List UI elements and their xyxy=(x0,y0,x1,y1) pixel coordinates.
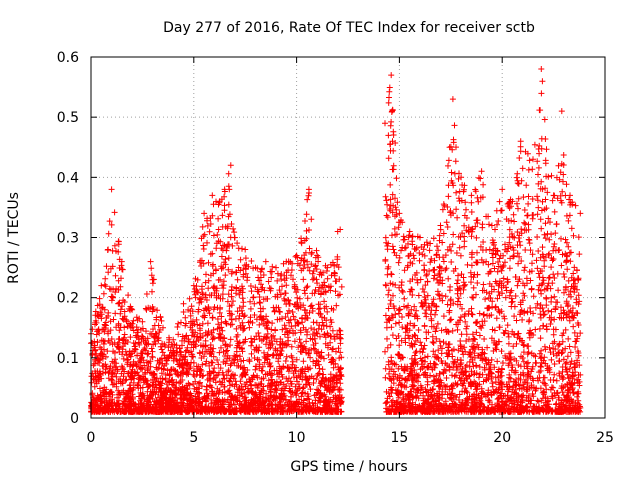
y-axis-label: ROTI / TECUs xyxy=(6,192,22,284)
y-tick-label: 0.1 xyxy=(57,351,79,367)
x-tick-label: 0 xyxy=(87,430,96,446)
x-tick-label: 10 xyxy=(288,430,306,446)
chart-title: Day 277 of 2016, Rate Of TEC Index for r… xyxy=(163,20,535,36)
x-tick-label: 15 xyxy=(390,430,408,446)
x-tick-label: 5 xyxy=(189,430,198,446)
y-tick-label: 0.5 xyxy=(57,110,79,126)
y-tick-label: 0.2 xyxy=(57,291,79,307)
roti-marker xyxy=(88,66,584,415)
data-points xyxy=(88,66,584,415)
x-tick-labels: 0 5 10 15 20 25 xyxy=(87,430,614,446)
y-tick-label: 0.3 xyxy=(57,231,79,247)
y-tick-label: 0.6 xyxy=(57,50,79,66)
x-axis-label: GPS time / hours xyxy=(290,459,407,475)
x-tick-label: 20 xyxy=(493,430,511,446)
x-tick-label: 25 xyxy=(596,430,614,446)
y-tick-label: 0.4 xyxy=(57,170,79,186)
axis-ticks xyxy=(90,56,606,419)
y-tick-labels: 0 0.1 0.2 0.3 0.4 0.5 0.6 xyxy=(57,50,79,427)
y-tick-label: 0 xyxy=(70,411,79,427)
